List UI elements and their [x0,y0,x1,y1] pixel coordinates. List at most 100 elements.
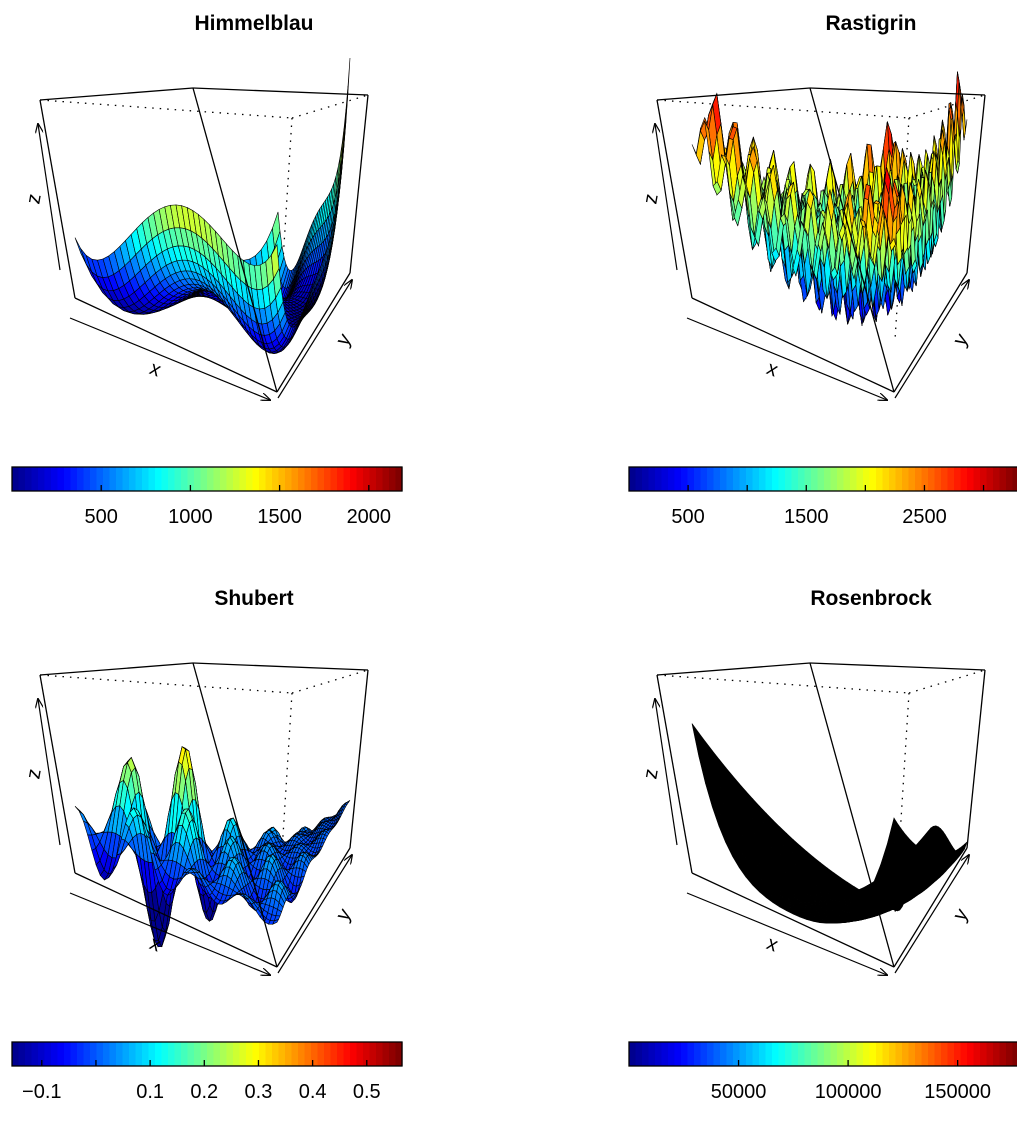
box-edge-hidden [292,670,368,693]
colorbar-swatch [629,467,636,491]
colorbar-swatch [110,467,117,491]
colorbar-swatch [123,467,130,491]
colorbar-swatch [954,467,961,491]
box-edge-hidden [292,95,368,118]
colorbar-swatch [915,467,922,491]
box-edge [657,88,810,100]
colorbar-swatch [792,467,799,491]
colorbar-swatch [149,467,156,491]
colorbar-swatch [51,467,58,491]
colorbar-swatch [1013,467,1017,491]
colorbar-tick-label: 2500 [902,506,947,528]
colorbar-swatch [876,467,883,491]
colorbar-swatch [974,467,981,491]
colorbar-swatch [84,467,91,491]
colorbar-swatch [844,467,851,491]
colorbar-swatch [259,467,266,491]
colorbar-swatch [207,467,214,491]
colorbar-tick-label: 500 [671,506,704,528]
colorbar-swatch [857,467,864,491]
colorbar-swatch [961,467,968,491]
colorbar-swatch [318,467,325,491]
box-edge-hidden [909,95,985,118]
axis-arrow [687,318,887,400]
surface-mesh [692,72,967,326]
box-edge [350,95,368,273]
colorbar-swatch [168,467,175,491]
colorbar-swatch [818,467,825,491]
colorbar-swatch [38,467,45,491]
colorbar-swatch [77,467,84,491]
colorbar-swatch [668,467,675,491]
colorbar-swatch [889,467,896,491]
y-axis-label: y [332,330,356,350]
colorbar-swatch [850,467,857,491]
colorbar-swatch [636,467,643,491]
colorbar-swatch [266,467,273,491]
colorbar-swatch [142,467,149,491]
colorbar-swatch [370,467,377,491]
colorbar-swatch [694,467,701,491]
colorbar-swatch [357,467,364,491]
colorbar-swatch [720,467,727,491]
colorbar-swatch [935,467,942,491]
colorbar-swatch [181,467,188,491]
colorbar-swatch [58,467,65,491]
x-axis-label: x [763,357,781,381]
colorbar-swatch [766,467,773,491]
colorbar-swatch [155,467,162,491]
colorbar-swatch [642,467,649,491]
colorbar-swatch [707,467,714,491]
colorbar-swatch [350,467,357,491]
colorbar-swatch [175,467,182,491]
colorbar-swatch [90,467,97,491]
colorbar-swatch [837,467,844,491]
colorbar-swatch [227,467,234,491]
colorbar-swatch [331,467,338,491]
colorbar-swatch [681,467,688,491]
colorbar-swatch [902,467,909,491]
colorbar-swatch [993,467,1000,491]
colorbar-swatch [272,467,279,491]
colorbar-swatch [116,467,123,491]
colorbar-swatch [292,467,299,491]
colorbar-swatch [64,467,71,491]
colorbar-swatch [305,467,312,491]
colorbar-swatch [19,467,26,491]
colorbar-swatch [337,467,344,491]
colorbar-swatch [376,467,383,491]
colorbar-swatch [389,467,396,491]
colorbar-swatch [45,467,52,491]
colorbar-swatch [759,467,766,491]
colorbar-swatch [831,467,838,491]
colorbar-swatch [772,467,779,491]
colorbar-swatch [863,467,870,491]
colorbar-swatch [662,467,669,491]
colorbar-swatch [1000,467,1007,491]
colorbar-swatch [870,467,877,491]
colorbar-swatch [194,467,201,491]
colorbar-swatch [649,467,656,491]
colorbar-swatch [201,467,208,491]
colorbar-swatch [987,467,994,491]
box-edge [40,88,193,100]
colorbar-swatch [162,467,169,491]
box-edge [967,95,985,273]
colorbar-tick-label: 1500 [257,506,302,528]
colorbar-swatch [824,467,831,491]
colorbar-swatch [71,467,78,491]
colorbar-swatch [240,467,247,491]
colorbar-swatch [1006,467,1013,491]
colorbar-swatch [811,467,818,491]
colorbar-swatch [214,467,221,491]
colorbar-swatch [383,467,390,491]
colorbar-tick-label: 1000 [168,506,213,528]
surface-mesh [75,747,350,947]
colorbar-swatch [779,467,786,491]
colorbar-swatch [967,467,974,491]
